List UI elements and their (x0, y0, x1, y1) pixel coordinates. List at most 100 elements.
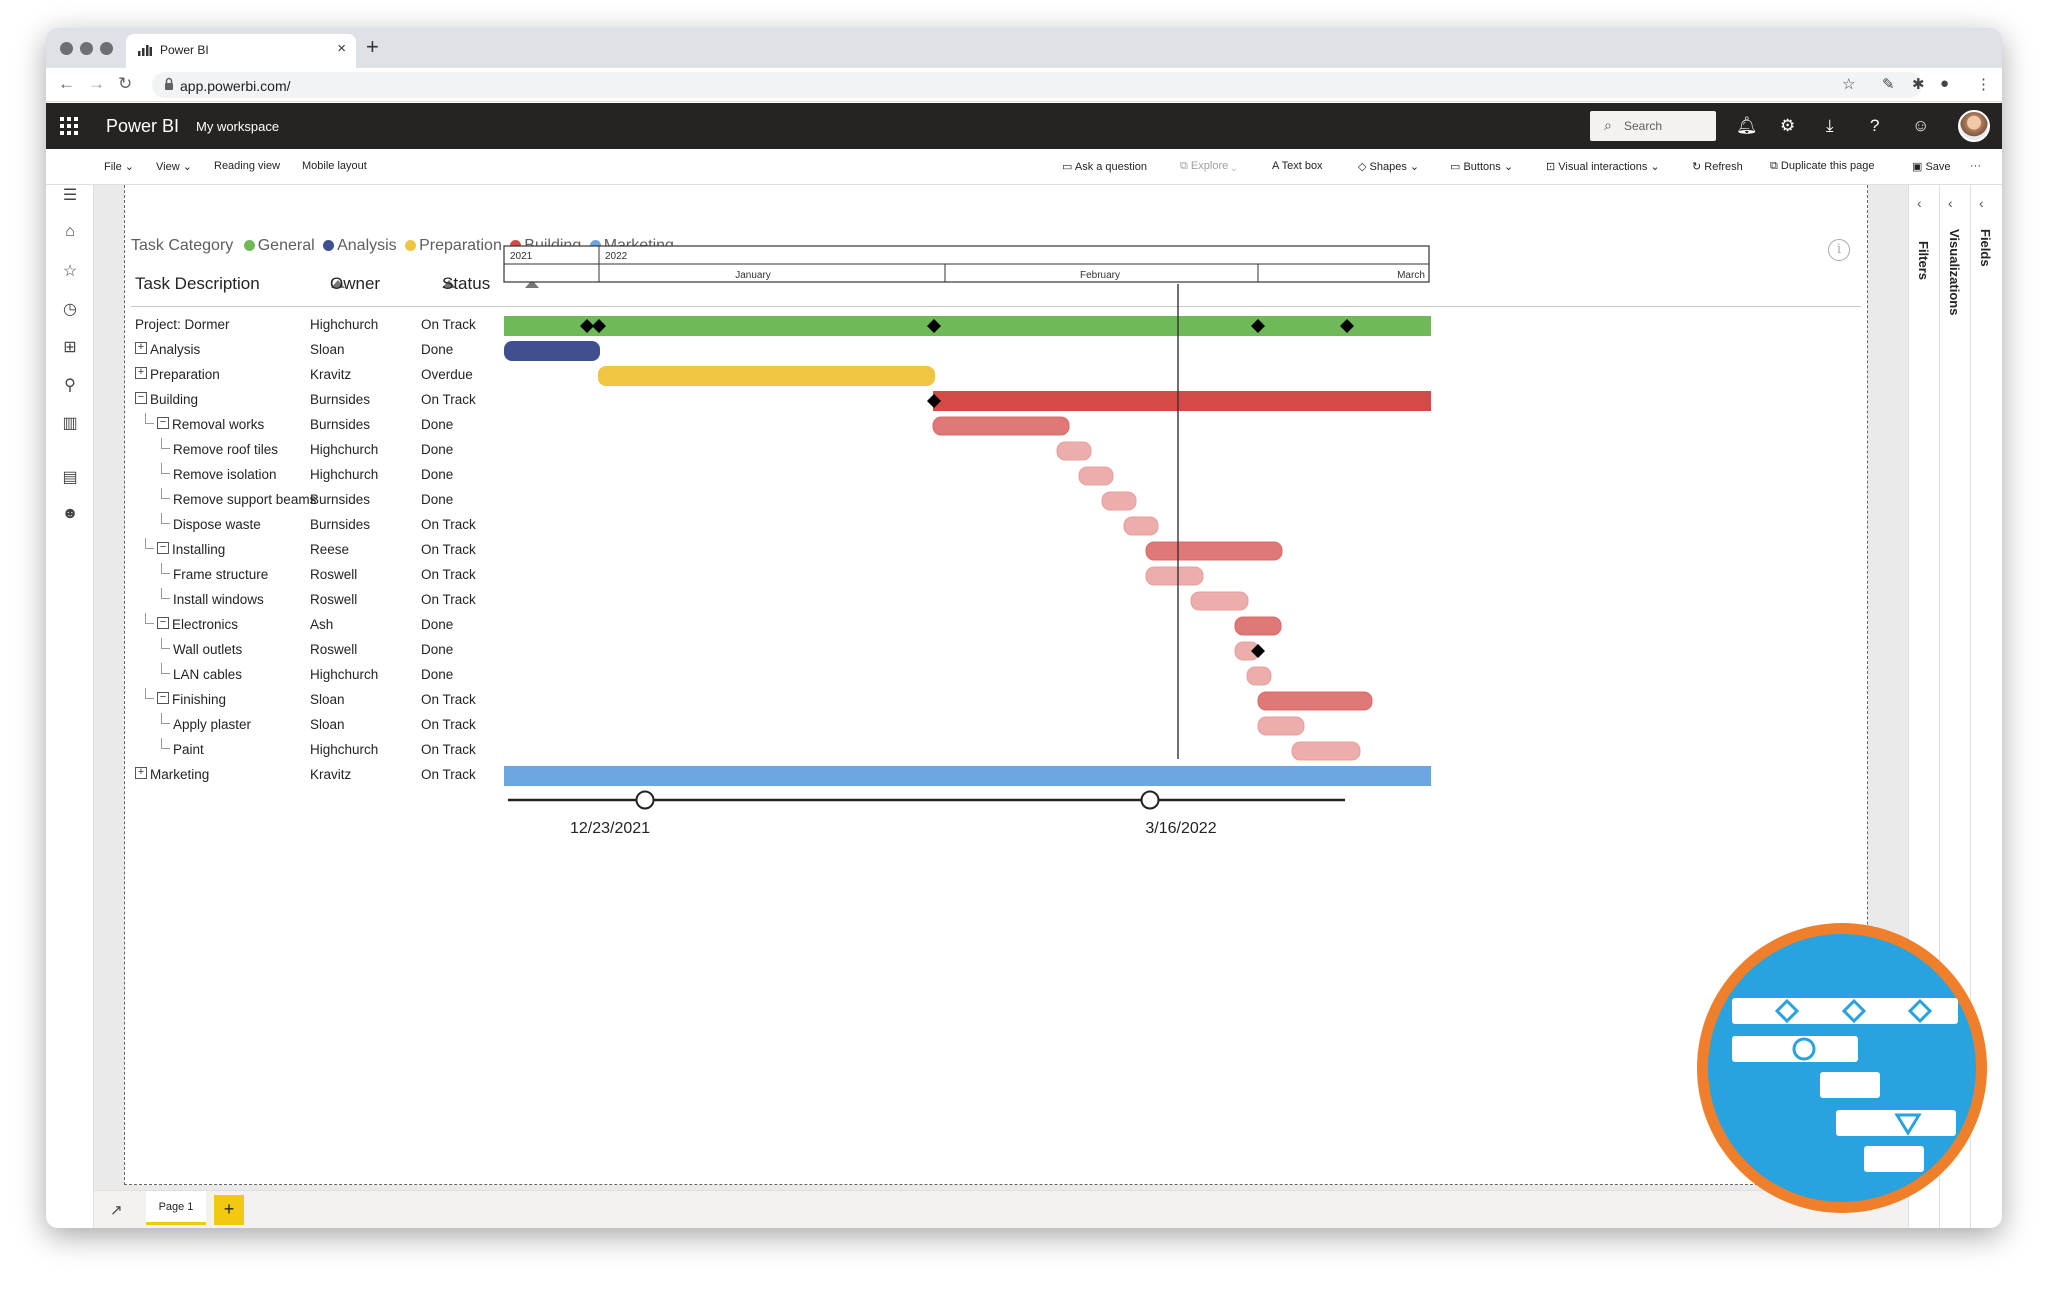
milestone-diamond[interactable] (927, 394, 941, 408)
table-row[interactable]: − Electronics Ash Done (125, 613, 605, 638)
expand-arrow-icon[interactable]: ↗ (110, 1202, 123, 1219)
table-row[interactable]: LAN cables Highchurch Done (125, 663, 605, 688)
zoom-window-button[interactable] (100, 42, 113, 55)
table-row[interactable]: + Preparation Kravitz Overdue (125, 363, 605, 388)
slider-end-handle[interactable] (1140, 790, 1160, 810)
gantt-bar[interactable] (1145, 541, 1283, 561)
gantt-bar[interactable] (598, 366, 935, 386)
table-row[interactable]: + Analysis Sloan Done (125, 338, 605, 363)
help-icon[interactable]: ? (1870, 116, 1880, 135)
gantt-bar[interactable] (1190, 591, 1249, 611)
gantt-bar[interactable] (1101, 491, 1137, 511)
expand-icon[interactable]: + (135, 367, 147, 379)
file-menu[interactable]: File ⌄ (104, 161, 135, 173)
gantt-bar[interactable] (1246, 666, 1272, 686)
shared-with-me-icon[interactable]: ⚲ (64, 377, 76, 394)
milestone-diamond[interactable] (1251, 319, 1265, 333)
browser-menu-icon[interactable]: ⋮ (1976, 76, 1991, 93)
table-row[interactable]: Remove isolation Highchurch Done (125, 463, 605, 488)
filters-pane[interactable]: ‹ Filters (1908, 185, 1938, 1228)
gantt-bar[interactable] (933, 391, 1431, 411)
more-options-button[interactable]: ··· (1970, 160, 1981, 172)
reading-view-button[interactable]: Reading view (214, 160, 281, 172)
table-row[interactable]: Wall outlets Roswell Done (125, 638, 605, 663)
visual-interactions-button[interactable]: ⊡ Visual interactions ⌄ (1546, 161, 1660, 173)
chevron-left-icon[interactable]: ‹ (1979, 195, 1984, 211)
expand-icon[interactable]: + (135, 342, 147, 354)
milestone-diamond[interactable] (580, 319, 594, 333)
favorites-star-icon[interactable]: ☆ (62, 263, 78, 280)
collapse-icon[interactable]: − (157, 417, 169, 429)
minimize-window-button[interactable] (80, 42, 93, 55)
new-tab-button[interactable]: + (366, 34, 379, 59)
table-row[interactable]: Project: Dormer Highchurch On Track (125, 313, 605, 338)
buttons-button[interactable]: ▭ Buttons ⌄ (1450, 161, 1514, 173)
gantt-bar[interactable] (504, 766, 1431, 786)
view-menu[interactable]: View ⌄ (156, 161, 192, 173)
text-box-button[interactable]: A Text box (1272, 160, 1323, 172)
table-row[interactable]: Remove support beams Burnsides Done (125, 488, 605, 513)
refresh-button[interactable]: ↻ Refresh (1692, 160, 1743, 173)
notifications-bell-icon[interactable]: 🔔︎ (1736, 116, 1758, 135)
bookmark-star-icon[interactable]: ☆ (1842, 76, 1856, 93)
collapse-icon[interactable]: − (135, 392, 147, 404)
page-tab-page-1[interactable]: Page 1 (146, 1191, 206, 1225)
app-launcher-icon[interactable] (60, 117, 78, 135)
collapse-icon[interactable]: − (157, 617, 169, 629)
sort-ascending-icon[interactable] (442, 280, 456, 288)
close-tab-icon[interactable]: × (337, 40, 346, 57)
fields-pane[interactable]: ‹ Fields (1970, 185, 2000, 1228)
chevron-left-icon[interactable]: ‹ (1948, 195, 1953, 211)
slider-start-handle[interactable] (635, 790, 655, 810)
close-window-button[interactable] (60, 42, 73, 55)
legend-item-preparation[interactable]: Preparation (405, 237, 502, 255)
reload-icon[interactable]: ↻ (118, 74, 133, 93)
table-row[interactable]: − Removal works Burnsides Done (125, 413, 605, 438)
feedback-smiley-icon[interactable]: ☺ (1912, 116, 1930, 135)
mobile-layout-button[interactable]: Mobile layout (302, 160, 367, 172)
sort-ascending-icon[interactable] (331, 280, 345, 288)
settings-gear-icon[interactable]: ⚙ (1780, 116, 1796, 135)
table-row[interactable]: − Installing Reese On Track (125, 538, 605, 563)
user-avatar[interactable] (1958, 110, 1990, 142)
duplicate-page-button[interactable]: ⧉ Duplicate this page (1770, 160, 1874, 173)
gantt-bar[interactable] (1078, 466, 1114, 486)
expand-icon[interactable]: + (135, 767, 147, 779)
back-icon[interactable]: ← (58, 74, 75, 93)
workspace-link[interactable]: My workspace (196, 119, 280, 134)
gantt-bar[interactable] (1234, 616, 1282, 636)
table-row[interactable]: Apply plaster Sloan On Track (125, 713, 605, 738)
collapse-icon[interactable]: − (157, 542, 169, 554)
visualizations-pane[interactable]: ‹ Visualizations (1939, 185, 1969, 1228)
legend-item-general[interactable]: General (243, 237, 315, 255)
apps-icon[interactable]: ⊞ (63, 339, 77, 356)
table-row[interactable]: − Building Burnsides On Track (125, 388, 605, 413)
milestone-diamond[interactable] (1340, 319, 1354, 333)
explore-button[interactable]: ⧉ Explore ⌄ (1180, 160, 1237, 172)
owner-header[interactable]: Owner (330, 274, 381, 293)
shapes-button[interactable]: ◇ Shapes ⌄ (1358, 161, 1420, 173)
learn-book-icon[interactable]: ▥ (62, 415, 78, 432)
legend-item-analysis[interactable]: Analysis (323, 237, 397, 255)
task-description-header[interactable]: Task Description (135, 274, 260, 293)
table-row[interactable]: + Marketing Kravitz On Track (125, 763, 605, 788)
table-row[interactable]: Frame structure Roswell On Track (125, 563, 605, 588)
download-icon[interactable]: ⤓ (1826, 116, 1834, 135)
recent-clock-icon[interactable]: ◷ (63, 301, 77, 318)
collapse-icon[interactable]: − (157, 692, 169, 704)
milestone-diamond[interactable] (927, 319, 941, 333)
forward-icon[interactable]: → (88, 74, 105, 93)
extension-icon[interactable]: ✎ (1882, 76, 1895, 93)
profile-icon[interactable]: ● (1940, 75, 1950, 92)
gantt-bar[interactable] (1056, 441, 1092, 461)
workspaces-icon[interactable]: ▤ (62, 469, 78, 486)
app-name[interactable]: Power BI (106, 116, 180, 136)
ask-question-button[interactable]: ▭ Ask a question (1062, 160, 1147, 173)
gantt-bar[interactable] (504, 316, 1431, 336)
gantt-bar[interactable] (1123, 516, 1159, 536)
gantt-bar[interactable] (1291, 741, 1361, 761)
table-row[interactable]: Paint Highchurch On Track (125, 738, 605, 763)
table-row[interactable]: Install windows Roswell On Track (125, 588, 605, 613)
info-icon[interactable]: i (1828, 239, 1850, 261)
my-workspace-avatar-icon[interactable]: ☻ (61, 505, 79, 522)
